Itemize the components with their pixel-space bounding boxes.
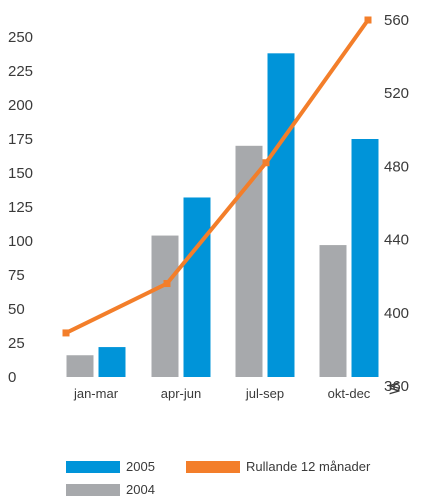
right-tick-label-4: 520 (384, 85, 409, 102)
category-label-okt-dec: okt-dec (328, 386, 371, 401)
bar-2004-apr-jun (151, 235, 179, 377)
bar-2004-okt-dec (319, 245, 347, 377)
bar-2005-apr-jun (183, 197, 211, 377)
bar-2005-okt-dec (351, 139, 379, 377)
left-tick-label-5: 125 (8, 199, 33, 216)
rolling-line-path (65, 18, 370, 335)
right-tick-label-5: 560 (384, 12, 409, 29)
category-label-apr-jun: apr-jun (161, 386, 201, 401)
left-tick-label-4: 100 (8, 233, 33, 250)
rolling-point-jan-mar (62, 329, 70, 337)
legend-item-2004: 2004 (66, 482, 155, 497)
left-tick-label-7: 175 (8, 131, 33, 148)
bar-2005-jul-sep (267, 53, 295, 377)
bar-2005-jan-mar (98, 347, 126, 377)
left-tick-label-0: 0 (8, 369, 16, 386)
legend-swatch-2005 (66, 460, 120, 473)
legend-label-rolling: Rullande 12 månader (246, 459, 371, 474)
right-tick-label-3: 480 (384, 158, 409, 175)
legend-swatch-2004 (66, 483, 120, 496)
bar-2004-jan-mar (66, 355, 94, 377)
category-labels: jan-mar apr-jun jul-sep okt-dec (73, 386, 371, 401)
axis-break-icon: ≶ (388, 380, 402, 397)
left-tick-label-6: 150 (8, 165, 33, 182)
right-tick-label-2: 440 (384, 232, 409, 249)
left-tick-label-2: 50 (8, 301, 25, 318)
right-axis-ticks: 360 400 440 480 520 560 (384, 12, 409, 395)
legend-label-2005: 2005 (126, 459, 155, 474)
left-tick-label-9: 225 (8, 63, 33, 80)
left-tick-label-1: 25 (8, 335, 25, 352)
category-label-jul-sep: jul-sep (245, 386, 284, 401)
rolling-point-apr-jun (163, 280, 171, 288)
legend-label-2004: 2004 (126, 482, 155, 497)
left-tick-label-10: 250 (8, 29, 33, 46)
legend-item-2005: 2005 (66, 459, 155, 474)
combo-chart: 0 25 50 75 100 125 150 175 200 225 250 360 400 440 48… (8, 12, 409, 401)
legend-item-rolling: Rullande 12 månader (186, 459, 370, 474)
rolling-line (62, 16, 372, 337)
left-tick-label-3: 75 (8, 267, 25, 284)
legend-swatch-rolling (186, 460, 240, 473)
rolling-point-jul-sep (262, 159, 270, 167)
left-tick-label-8: 200 (8, 97, 33, 114)
rolling-point-okt-dec (364, 16, 372, 24)
right-tick-label-0: 360 (384, 378, 409, 395)
left-axis-ticks: 0 25 50 75 100 125 150 175 200 225 250 (8, 29, 33, 386)
category-label-jan-mar: jan-mar (73, 386, 119, 401)
right-tick-label-1: 400 (384, 305, 409, 322)
